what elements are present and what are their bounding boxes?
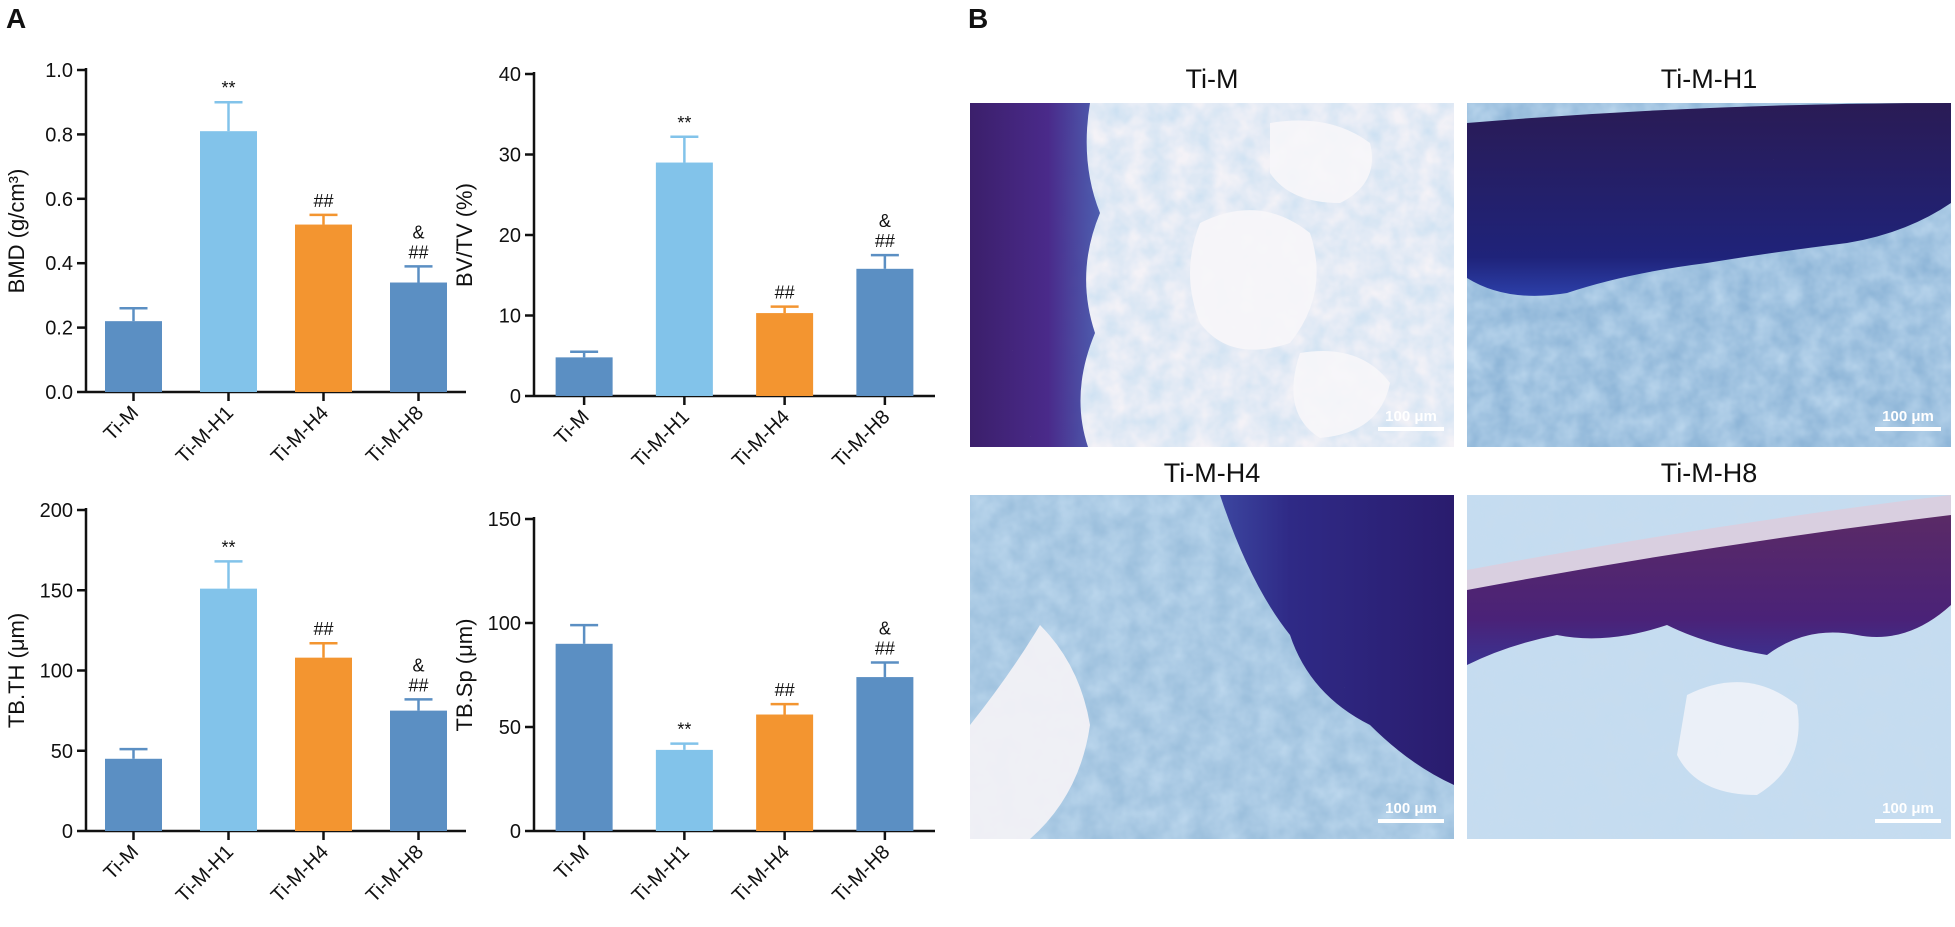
bar-ti-m bbox=[105, 321, 162, 392]
chart-tbsp: 0 50 100 150 TB.Sp (μm) Ti-M Ti-M-H1 ** Ti-M-H4 #… bbox=[452, 509, 935, 907]
x-tick-label: Ti-M-H1 bbox=[628, 841, 694, 907]
y-tick-label: 0 bbox=[510, 821, 521, 843]
micrograph-ti-m-h1: Ti-M-H1 100 μm bbox=[1467, 64, 1951, 447]
bar-ti-m-h1 bbox=[200, 588, 257, 831]
y-tick-label: 0 bbox=[510, 386, 521, 408]
significance-marker: & bbox=[412, 222, 424, 242]
micrograph-ti-m-h4: Ti-M-H4 100 μm bbox=[970, 458, 1454, 839]
bar-ti-m-h8 bbox=[390, 282, 447, 392]
y-tick-label: 10 bbox=[499, 306, 521, 328]
x-tick-label: Ti-M-H4 bbox=[267, 402, 333, 468]
significance-marker: ## bbox=[775, 283, 795, 303]
significance-marker: ## bbox=[775, 680, 795, 700]
y-axis-label: TB.TH (μm) bbox=[4, 613, 29, 728]
micrograph-ti-m: Ti-M 100 μm bbox=[970, 64, 1454, 447]
x-tick-label: Ti-M-H4 bbox=[728, 841, 794, 907]
y-axis-label: TB.Sp (μm) bbox=[452, 619, 477, 732]
y-axis-label: BMD (g/cm³) bbox=[4, 169, 29, 294]
y-tick-label: 50 bbox=[51, 741, 73, 763]
y-tick-label: 150 bbox=[40, 580, 73, 602]
significance-marker: ** bbox=[677, 113, 691, 133]
significance-marker: ** bbox=[677, 720, 691, 740]
significance-marker: ** bbox=[221, 78, 235, 98]
x-tick-label: Ti-M-H8 bbox=[828, 841, 894, 907]
y-tick-label: 50 bbox=[499, 717, 521, 739]
x-tick-label: Ti-M-H8 bbox=[828, 406, 894, 472]
scale-bar-label: 100 μm bbox=[1385, 408, 1437, 425]
scale-bar-label: 100 μm bbox=[1882, 408, 1934, 425]
scale-bar-label: 100 μm bbox=[1882, 800, 1934, 817]
x-tick-label: Ti-M-H8 bbox=[362, 841, 428, 907]
bar-ti-m-h1 bbox=[655, 162, 713, 396]
x-tick-label: Ti-M bbox=[550, 841, 593, 884]
micrograph-image: 100 μm bbox=[1467, 495, 1951, 839]
bar-ti-m-h4 bbox=[295, 224, 352, 392]
y-tick-label: 0.6 bbox=[45, 189, 73, 211]
bar-ti-m-h8 bbox=[856, 268, 914, 396]
x-tick-label: Ti-M-H4 bbox=[728, 406, 794, 472]
micrograph-title: Ti-M-H1 bbox=[1661, 64, 1757, 94]
x-tick-label: Ti-M-H1 bbox=[172, 402, 238, 468]
y-tick-label: 40 bbox=[499, 64, 521, 86]
micrograph-image: 100 μm bbox=[970, 103, 1454, 447]
x-tick-label: Ti-M-H1 bbox=[628, 406, 694, 472]
micrographs: Ti-M 100 μm Ti-M-H1 100 μ bbox=[970, 64, 1951, 839]
micrograph-title: Ti-M-H8 bbox=[1661, 458, 1757, 488]
y-tick-label: 0.2 bbox=[45, 318, 73, 340]
bar-ti-m-h1 bbox=[655, 749, 713, 831]
y-tick-label: 30 bbox=[499, 145, 521, 167]
significance-marker: ## bbox=[875, 639, 895, 659]
bar-ti-m-h4 bbox=[756, 714, 814, 831]
x-tick-label: Ti-M bbox=[550, 406, 593, 449]
bar-ti-m bbox=[555, 643, 613, 831]
x-tick-label: Ti-M bbox=[100, 841, 143, 884]
bar-ti-m bbox=[555, 357, 613, 396]
bar-ti-m-h4 bbox=[756, 313, 814, 396]
y-tick-label: 20 bbox=[499, 225, 521, 247]
y-tick-label: 0.0 bbox=[45, 382, 73, 404]
micrograph-image: 100 μm bbox=[970, 495, 1454, 839]
significance-marker: & bbox=[879, 619, 891, 639]
x-tick-label: Ti-M-H8 bbox=[362, 402, 428, 468]
significance-marker: ## bbox=[875, 231, 895, 251]
micrograph-ti-m-h8: Ti-M-H8 100 μm bbox=[1467, 458, 1951, 839]
bar-ti-m-h8 bbox=[856, 677, 914, 831]
y-tick-label: 0.4 bbox=[45, 253, 73, 275]
significance-marker: ## bbox=[408, 242, 428, 262]
y-tick-label: 0.8 bbox=[45, 124, 73, 146]
y-axis-label: BV/TV (%) bbox=[452, 183, 477, 287]
panel-label-b: B bbox=[968, 3, 988, 34]
panel-label-a: A bbox=[6, 3, 26, 34]
x-tick-label: Ti-M bbox=[100, 402, 143, 445]
bar-charts: 0.0 0.2 0.4 0.6 0.8 1.0 BMD (g/cm³) Ti-M Ti-M-H1… bbox=[4, 60, 935, 907]
bar-ti-m-h8 bbox=[390, 710, 447, 831]
y-tick-label: 0 bbox=[62, 821, 73, 843]
bar-ti-m bbox=[105, 758, 162, 831]
significance-marker: & bbox=[412, 655, 424, 675]
y-tick-label: 100 bbox=[40, 661, 73, 683]
significance-marker: ## bbox=[408, 675, 428, 695]
y-tick-label: 1.0 bbox=[45, 60, 73, 82]
x-tick-label: Ti-M-H4 bbox=[267, 841, 333, 907]
chart-bvtv: 0 10 20 30 40 BV/TV (%) Ti-M Ti-M-H1 ** Ti-M-H4 ##… bbox=[452, 64, 935, 472]
significance-marker: & bbox=[879, 211, 891, 231]
y-tick-label: 150 bbox=[488, 509, 521, 531]
significance-marker: ** bbox=[221, 537, 235, 557]
significance-marker: ## bbox=[313, 191, 333, 211]
scale-bar-label: 100 μm bbox=[1385, 800, 1437, 817]
micrograph-title: Ti-M-H4 bbox=[1164, 458, 1260, 488]
chart-tbth: 0 50 100 150 200 TB.TH (μm) Ti-M Ti-M-H1 ** Ti-M-… bbox=[4, 500, 466, 907]
chart-bmd: 0.0 0.2 0.4 0.6 0.8 1.0 BMD (g/cm³) Ti-M Ti-M-H1… bbox=[4, 60, 466, 468]
x-tick-label: Ti-M-H1 bbox=[172, 841, 238, 907]
micrograph-title: Ti-M bbox=[1186, 64, 1239, 94]
y-tick-label: 100 bbox=[488, 613, 521, 635]
significance-marker: ## bbox=[313, 619, 333, 639]
micrograph-image: 100 μm bbox=[1467, 103, 1951, 447]
bar-ti-m-h1 bbox=[200, 131, 257, 392]
bar-ti-m-h4 bbox=[295, 657, 352, 831]
y-tick-label: 200 bbox=[40, 500, 73, 522]
